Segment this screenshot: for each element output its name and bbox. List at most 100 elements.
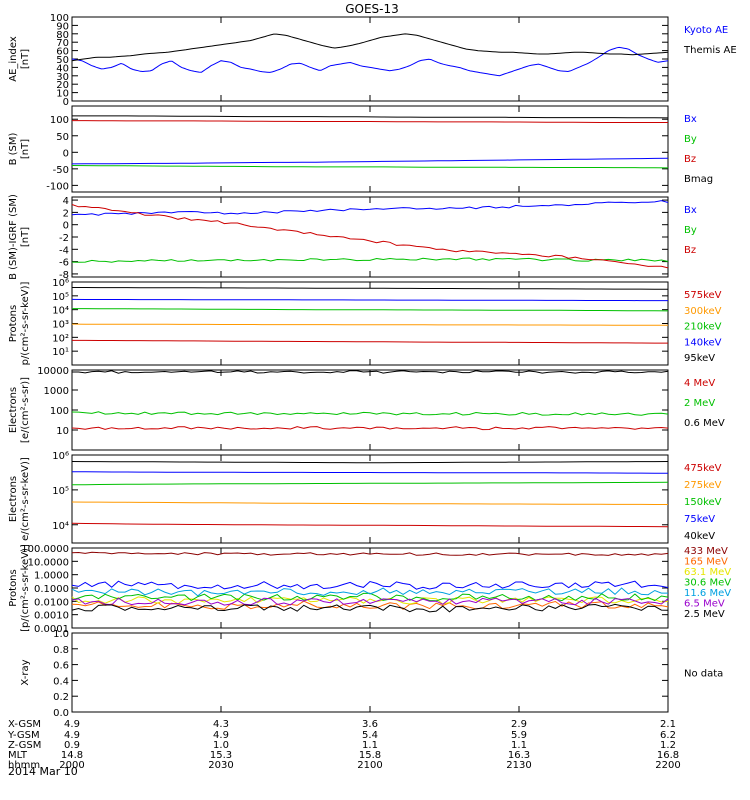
panel-frame <box>71 281 669 366</box>
y-tick-label: 0.0 <box>53 708 69 719</box>
y-axis-label: Electrons <box>8 476 19 522</box>
legend-entry: Bz <box>684 245 696 256</box>
series-line-2-mev <box>71 411 669 416</box>
y-tick-label: 0.0001 <box>34 624 69 635</box>
ephemeris-value: 2100 <box>357 760 382 771</box>
y-tick-label: 90 <box>56 21 69 32</box>
y-axis-label: e/(cm²-s-sr-keV)] <box>20 457 31 541</box>
series-line-by <box>71 165 669 169</box>
y-tick-label: -4 <box>59 245 69 256</box>
y-tick-label: 1.0000 <box>34 571 69 582</box>
y-tick-label: 0.4 <box>53 676 69 687</box>
y-tick-label: 100 <box>50 115 69 126</box>
y-tick-label: 50 <box>56 55 69 66</box>
series-line-40kev <box>71 461 669 464</box>
ephemeris-value: 6.2 <box>660 730 676 741</box>
y-tick-label: 100 <box>50 406 69 417</box>
ephemeris-value: 0.9 <box>64 740 80 751</box>
panel-protons_mag: 10¹ 10² 10³ 10⁴ 10⁵ 10⁶ Protons p/(cm²-s-sr-keV… <box>8 278 722 366</box>
ephemeris-row-label: Y-GSM <box>7 730 40 741</box>
y-tick-label: 10.0000 <box>28 557 69 568</box>
ephemeris-value: 15.8 <box>359 750 381 761</box>
y-axis-label: [e/(cm²-s-sr)] <box>20 377 31 443</box>
y-tick-label: 0 <box>63 221 69 232</box>
y-tick-label: 70 <box>56 38 69 49</box>
y-tick-label: 20 <box>56 80 69 91</box>
ephemeris-value: 2.1 <box>660 719 676 730</box>
y-tick-label: 10¹ <box>52 347 69 358</box>
ephemeris-value: 2030 <box>208 760 233 771</box>
series-line-433-mev <box>71 551 669 556</box>
legend-entry: 165 MeV <box>684 557 728 568</box>
series-line-themis-ae <box>71 33 669 62</box>
ephemeris-value: 1.0 <box>213 740 229 751</box>
panel-frame <box>71 369 669 451</box>
ephemeris-row-label: hhmm <box>8 760 40 771</box>
legend-entry: 275keV <box>684 480 722 491</box>
legend-entry: By <box>684 225 697 236</box>
y-tick-label: 10⁶ <box>52 278 69 289</box>
panel-frame <box>71 16 669 102</box>
series-line-275kev <box>71 501 668 505</box>
y-tick-label: -6 <box>59 258 69 269</box>
y-axis-label: Electrons <box>8 387 19 433</box>
panel-frame <box>71 632 669 713</box>
y-tick-label: 100 <box>50 13 69 24</box>
panel-frame <box>71 547 669 629</box>
y-tick-label: 40 <box>56 63 69 74</box>
y-tick-label: 2 <box>63 208 69 219</box>
y-tick-label: 50 <box>56 132 69 143</box>
legend-entry: 0.6 MeV <box>684 418 725 429</box>
y-tick-label: 0.8 <box>53 645 69 656</box>
legend-entry: Themis AE <box>683 45 737 56</box>
legend-entry: 150keV <box>684 497 722 508</box>
ephemeris-value: 2200 <box>655 760 680 771</box>
y-axis-label: B (SM) <box>8 132 19 165</box>
y-tick-label: 100.0000 <box>21 544 69 555</box>
y-tick-label: 10⁴ <box>52 306 69 317</box>
date-label: 2014 Mar 10 <box>8 765 78 778</box>
legend-entry: 30.6 MeV <box>684 578 731 589</box>
y-tick-label: -50 <box>53 165 69 176</box>
y-tick-label: 10⁶ <box>52 451 69 462</box>
y-tick-label: 0 <box>63 148 69 159</box>
legend-entry: 11.6 MeV <box>684 588 731 599</box>
legend-entry: Bmag <box>684 174 713 185</box>
legend-entry: 4 MeV <box>684 378 715 389</box>
y-tick-label: 10⁵ <box>52 292 69 303</box>
y-tick-label: 60 <box>56 47 69 58</box>
y-tick-label: 1000 <box>44 386 69 397</box>
y-tick-label: -100 <box>46 181 69 192</box>
legend-entry: 433 MeV <box>684 546 728 557</box>
legend-entry: Kyoto AE <box>684 25 728 36</box>
y-tick-label: 10³ <box>52 320 69 331</box>
y-axis-label: Protons <box>8 305 19 342</box>
ephemeris-value: 4.9 <box>64 730 80 741</box>
series-line-4-mev <box>71 426 669 431</box>
ephemeris-value: 3.6 <box>362 719 378 730</box>
legend-entry: Bz <box>684 154 696 165</box>
figure-title: GOES-13 <box>345 2 399 16</box>
ephemeris-value: 5.4 <box>362 730 378 741</box>
legend-entry: 210keV <box>684 322 722 333</box>
series-line-210kev <box>72 308 669 312</box>
series-line-95kev <box>72 287 668 290</box>
panel-frame <box>71 454 669 544</box>
ephemeris-value: 16.3 <box>508 750 530 761</box>
y-tick-label: 10 <box>56 426 69 437</box>
ephemeris-row-label: Z-GSM <box>8 740 41 751</box>
y-axis-label: B (SM)-IGRF (SM) <box>8 194 19 280</box>
y-tick-label: 1.0 <box>53 629 69 640</box>
series-line-165-mev <box>71 600 669 611</box>
y-tick-label: 30 <box>56 72 69 83</box>
series-line-kyoto-ae <box>71 46 669 77</box>
series-line-bz <box>71 204 669 269</box>
y-axis-label: [p/(cm²-s-sr-keV)] <box>20 544 31 632</box>
ephemeris-table: X-GSMY-GSMZ-GSMMLThhmm4.94.90.914.820004… <box>7 719 681 771</box>
series-line-63.1-mev <box>71 596 669 605</box>
ephemeris-row-label: MLT <box>8 750 28 761</box>
panel-frame <box>71 105 669 193</box>
ephemeris-value: 5.9 <box>511 730 527 741</box>
series-line-bmag <box>72 115 669 119</box>
